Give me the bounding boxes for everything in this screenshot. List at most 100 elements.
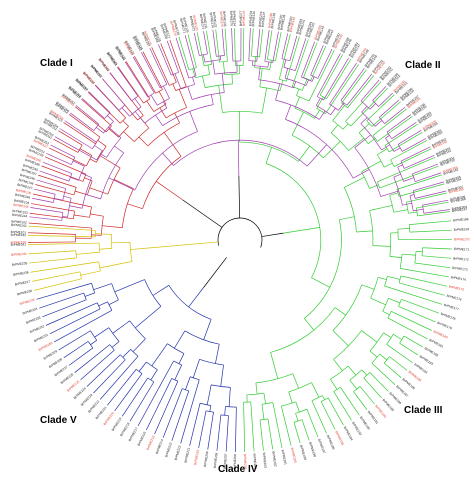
leaf-label: BrPME266 (132, 36, 143, 52)
leaf-label: BrPME204 (252, 453, 257, 469)
leaf-branch (58, 130, 83, 146)
leaf-label: BrPME242 (11, 233, 27, 237)
node-arc (319, 94, 327, 100)
leaf-label: BrPME189 (382, 398, 395, 412)
node-arc (199, 359, 224, 366)
internal-branch (163, 85, 170, 99)
leaf-label: BrPME103 (12, 209, 28, 215)
leaf-branch (286, 36, 300, 82)
leaf-branch (316, 53, 341, 97)
node-arc (87, 180, 93, 195)
node-arc (108, 327, 120, 342)
internal-branch (107, 115, 114, 122)
internal-branch (203, 54, 206, 63)
internal-branch (108, 177, 135, 191)
node-arc (173, 139, 308, 167)
internal-branch (84, 177, 93, 182)
node-arc (195, 74, 210, 79)
leaf-branch (388, 131, 423, 153)
leaf-branch (363, 377, 382, 399)
internal-branch (132, 338, 146, 352)
leaf-label: BrPME111 (38, 129, 53, 140)
internal-branch (62, 216, 68, 218)
internal-branch (360, 117, 368, 124)
leaf-branch (53, 309, 113, 343)
leaf-label: BrPME137 (261, 11, 267, 27)
node-arc (329, 103, 339, 111)
leaf-branch (377, 116, 413, 142)
leaf-branch (31, 203, 75, 212)
node-arc (382, 298, 389, 312)
node-arc (82, 174, 87, 182)
internal-branch (69, 205, 83, 209)
leaf-branch (384, 106, 406, 124)
internal-branch (265, 147, 272, 164)
leaf-branch (397, 129, 422, 145)
leaf-label: BrPME113 (48, 111, 63, 123)
leaf-branch (53, 138, 79, 153)
node-arc (134, 131, 198, 191)
internal-branch (293, 81, 297, 88)
node-arc (73, 211, 75, 219)
internal-branch (354, 134, 371, 148)
node-arc (414, 251, 417, 264)
node-arc (96, 302, 101, 310)
internal-branch (218, 85, 223, 113)
internal-branch (207, 64, 211, 75)
leaf-branch (369, 372, 389, 392)
internal-branch (114, 279, 145, 293)
node-arc (288, 382, 312, 393)
internal-branch (85, 194, 101, 200)
node-arc (92, 142, 97, 149)
node-arc (129, 106, 142, 117)
node-arc (341, 102, 348, 108)
internal-branch (285, 104, 292, 120)
internal-branch (158, 91, 167, 105)
leaf-label: BrPME212 (174, 445, 182, 461)
leaf-branch (64, 120, 97, 143)
leaf-branch (193, 32, 200, 56)
leaf-branch (422, 199, 449, 206)
internal-branch (127, 203, 143, 210)
leaf-branch (350, 87, 389, 127)
node-arc (363, 372, 371, 379)
internal-branch (342, 123, 349, 130)
node-arc (412, 190, 416, 199)
node-arc (283, 67, 296, 72)
leaf-label: BrPME198 (308, 442, 317, 458)
internal-branch (295, 413, 299, 422)
leaf-label: BrPME304 (439, 156, 455, 165)
root-arc (217, 217, 263, 248)
internal-branch (209, 405, 212, 412)
leaf-label: BrPME176 (446, 294, 462, 302)
node-arc (204, 83, 233, 89)
node-arc (281, 401, 296, 407)
internal-branch (134, 111, 145, 124)
leaf-label: BrPME107 (21, 168, 37, 177)
internal-branch (174, 330, 186, 349)
internal-branch (333, 359, 343, 371)
node-arc (399, 335, 405, 344)
internal-branch (163, 132, 182, 157)
leaf-label: BrPME125 (143, 31, 153, 47)
leaf-label: BrPME127 (162, 23, 171, 39)
internal-branch (155, 181, 183, 201)
node-arc (171, 378, 178, 382)
leaf-branch (63, 122, 96, 144)
leaf-branch (340, 387, 360, 416)
internal-branch (284, 68, 289, 79)
internal-branch (221, 73, 225, 93)
leaf-label: BrPME104 (14, 198, 30, 205)
leaf-label: BrPME205 (243, 454, 247, 470)
node-arc (199, 53, 208, 56)
internal-branch (80, 270, 101, 276)
leaf-label: BrPME309 (451, 205, 467, 211)
leaf-label: BrPME200 (290, 447, 298, 463)
internal-branch (397, 164, 403, 168)
internal-branch (377, 276, 387, 280)
leaf-branch (402, 138, 427, 152)
leaf-label: BrPME301 (427, 128, 443, 139)
leaf-branch (386, 114, 412, 133)
node-arc (251, 55, 260, 58)
internal-branch (383, 332, 392, 339)
